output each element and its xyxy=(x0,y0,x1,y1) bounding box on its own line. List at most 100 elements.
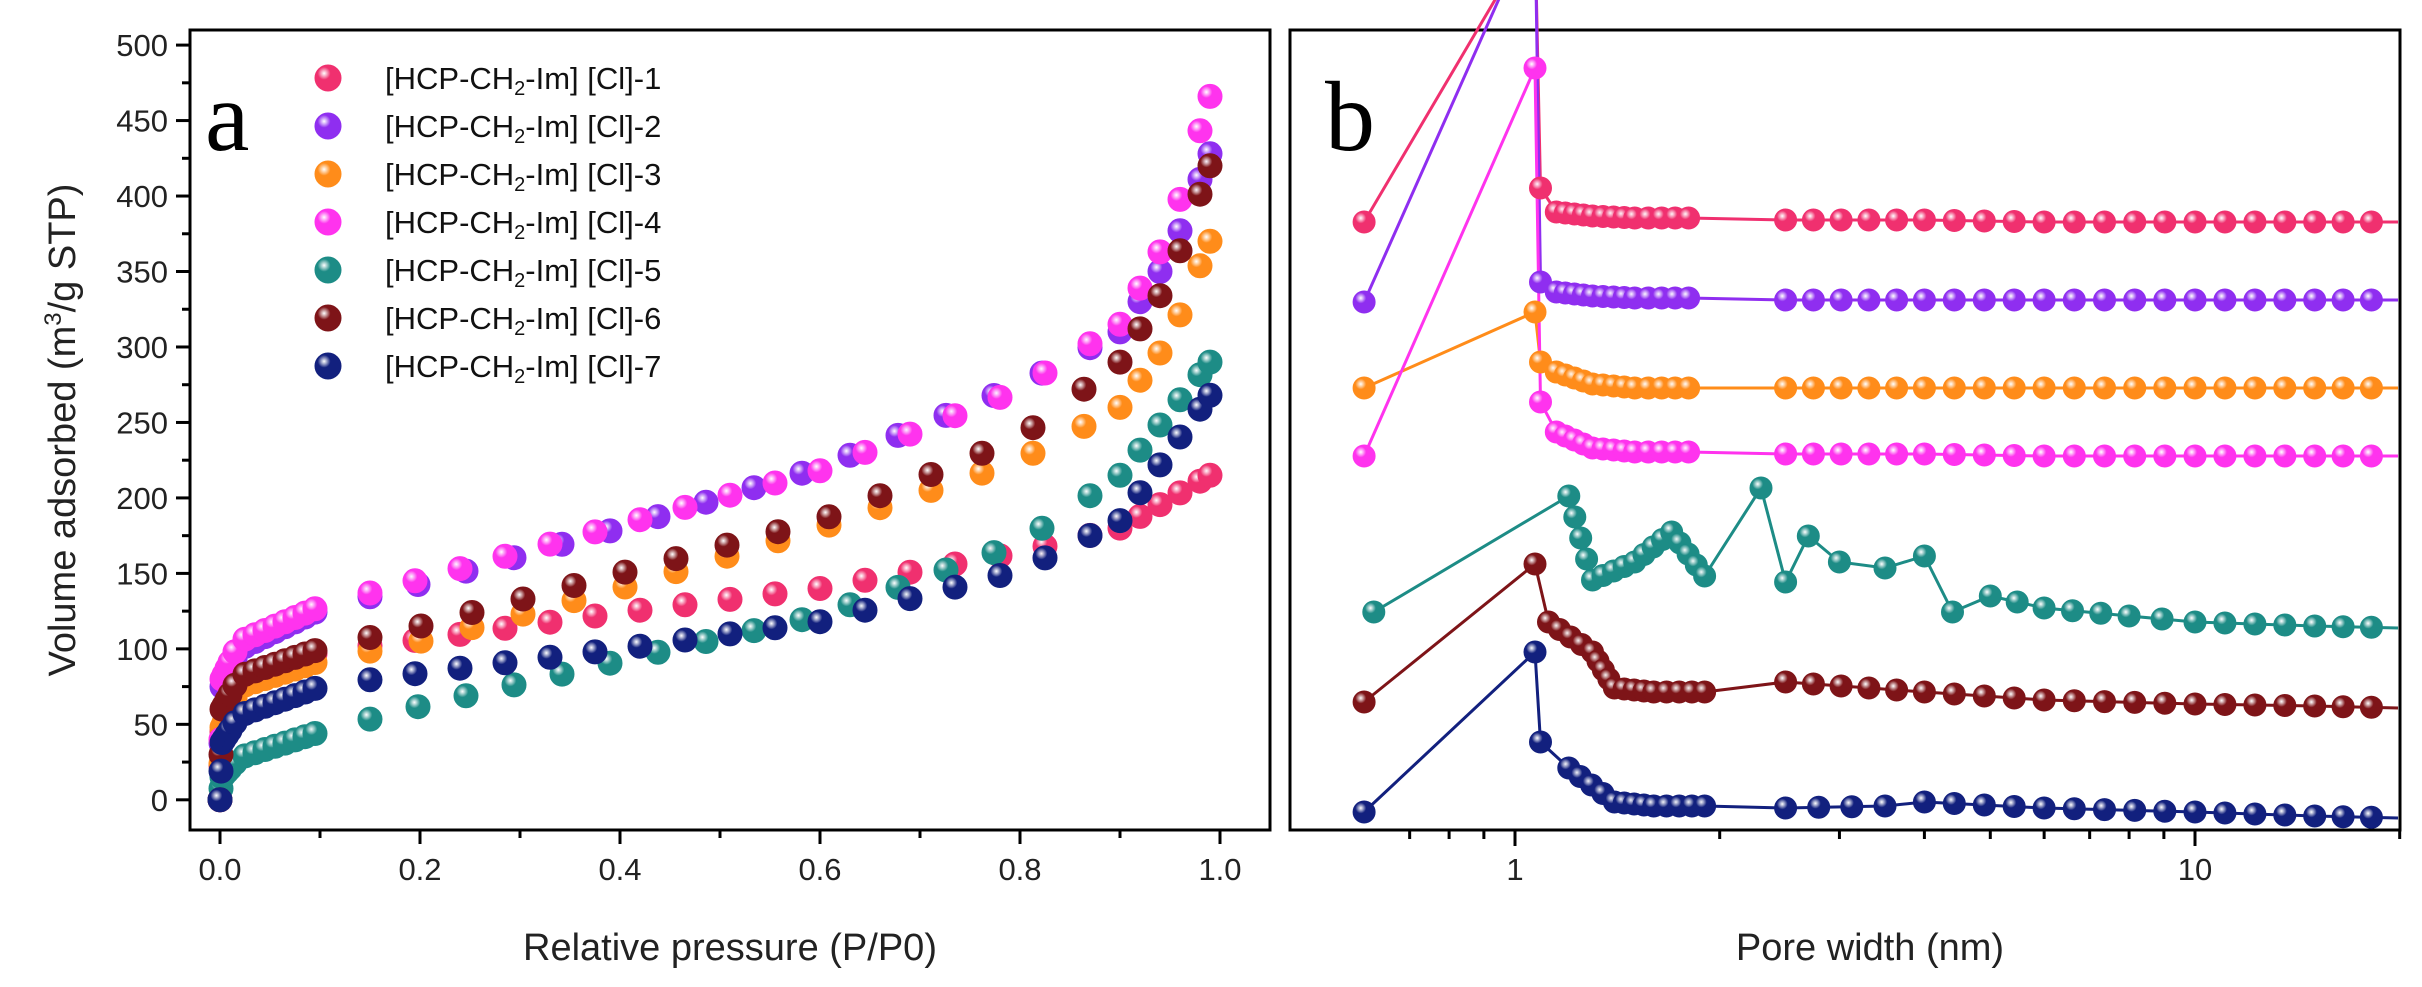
panel-a-data-point xyxy=(852,439,878,465)
panel-a-y-tick-label: 50 xyxy=(134,707,168,742)
panel-b-data-point xyxy=(2243,376,2267,400)
legend-label: [HCP-CH2-Im] [Cl]-2 xyxy=(385,109,661,148)
panel-b-series-4 xyxy=(1352,56,2383,468)
panel-a-data-point xyxy=(672,592,698,618)
panel-a-data-point xyxy=(1147,340,1173,366)
panel-b-data-point xyxy=(2359,444,2383,468)
panel-a-data-point xyxy=(1071,376,1097,402)
panel-b-data-point xyxy=(2359,376,2383,400)
panel-a-data-point xyxy=(357,706,383,732)
panel-a-data-point xyxy=(807,458,833,484)
legend-label-part: -Im] [Cl]-3 xyxy=(525,157,661,192)
panel-b-data-point xyxy=(2153,376,2177,400)
panel-a-data-point xyxy=(987,384,1013,410)
panel-b-data-point xyxy=(1885,208,1909,232)
panel-b-data-point xyxy=(1529,730,1552,754)
panel-b-data-point xyxy=(2123,690,2147,714)
panel-b-data-point xyxy=(1575,547,1599,571)
panel-b-data-point xyxy=(2002,444,2026,467)
panel-a-data-point xyxy=(942,403,968,429)
panel-b-data-point xyxy=(2183,692,2207,716)
panel-b-data-point xyxy=(1801,208,1825,232)
panel-b-data-point xyxy=(2243,288,2267,312)
panel-a-data-point xyxy=(302,596,328,622)
panel-b-data-point xyxy=(2243,612,2267,636)
panel-b-data-point xyxy=(2062,444,2086,468)
legend-item-7: [HCP-CH2-Im] [Cl]-7 xyxy=(314,349,661,388)
panel-a-data-point xyxy=(717,621,743,647)
panel-a-x-tick-label: 0.6 xyxy=(798,852,841,887)
panel-b-data-point xyxy=(2359,288,2383,312)
panel-a-y-tick-label: 300 xyxy=(116,330,168,365)
panel-a-x-tick-label: 0.8 xyxy=(998,852,1041,887)
legend-label: [HCP-CH2-Im] [Cl]-1 xyxy=(385,61,661,100)
panel-b-data-point xyxy=(2153,691,2177,715)
panel-b-data-point xyxy=(2303,444,2327,468)
panel-b-data-point xyxy=(2331,376,2355,400)
panel-b-data-point xyxy=(2002,210,2026,233)
panel-a-series-7 xyxy=(207,382,1223,813)
panel-b-data-point xyxy=(1972,288,1996,312)
legend-item-3: [HCP-CH2-Im] [Cl]-3 xyxy=(314,157,661,196)
panel-a-data-point xyxy=(1032,545,1058,571)
panel-a-data-point xyxy=(762,470,788,496)
panel-a-data-point xyxy=(1077,331,1103,357)
panel-b-data-point xyxy=(2273,210,2297,234)
panel-b-data-point xyxy=(2183,444,2207,468)
panel-a-data-point xyxy=(302,675,328,701)
legend-label: [HCP-CH2-Im] [Cl]-5 xyxy=(385,253,661,292)
panel-a-data-point xyxy=(357,625,383,650)
panel-b-data-point xyxy=(1774,796,1798,820)
panel-b-data-point xyxy=(1829,288,1853,312)
panel-a-data-point xyxy=(1197,228,1223,254)
panel-a-y-tick-label: 400 xyxy=(116,179,168,214)
panel-a-data-point xyxy=(717,586,743,612)
panel-b-data-point xyxy=(1352,376,1376,400)
legend-label-part: -Im] [Cl]-2 xyxy=(525,109,661,144)
panel-a-tick-labels: 0.0 0.2 0.4 0.6 0.8 1.0 0 50 100 150 200 250 300 350 4… xyxy=(116,28,1241,887)
panel-a-data-point xyxy=(1187,253,1213,279)
panel-b-series-3 xyxy=(1352,300,2383,400)
panel-a-x-axis-title: Relative pressure (P/P0) xyxy=(523,927,937,969)
panel-a-data-point xyxy=(459,600,485,625)
panel-a-data-point xyxy=(357,667,383,693)
panel-a-data-point xyxy=(537,531,563,557)
panel-a-data-point xyxy=(942,574,968,600)
panel-a-y-tick-label: 0 xyxy=(151,783,168,818)
panel-b-data-point xyxy=(1912,376,1936,400)
panel-b-data-point xyxy=(2303,694,2327,718)
panel-b-data-point xyxy=(1972,209,1996,233)
panel-b-data-point xyxy=(2183,210,2207,234)
panel-b-data-point xyxy=(2093,798,2116,822)
panel-a-data-point xyxy=(1147,492,1173,518)
panel-a-data-point xyxy=(492,615,518,641)
panel-b-data-point xyxy=(1885,442,1909,466)
legend-label-part: [HCP-CH xyxy=(385,109,514,144)
panel-b-data-point xyxy=(1529,390,1552,414)
panel-a-series-6 xyxy=(207,153,1223,813)
panel-a-data-point xyxy=(1127,480,1153,506)
panel-b-data-point xyxy=(2153,288,2177,312)
panel-b-data-point xyxy=(2123,288,2147,312)
panel-a-data-point xyxy=(1197,349,1223,375)
panel-b-data-point xyxy=(2303,376,2327,400)
legend-label-part: -Im] [Cl]-7 xyxy=(525,349,661,384)
panel-a-data-point xyxy=(1147,283,1173,309)
panel-a-data-point xyxy=(627,507,653,533)
panel-b-data-point xyxy=(2213,611,2237,635)
panel-b-data-point xyxy=(2273,694,2297,717)
panel-b-data-point xyxy=(1774,570,1798,594)
panel-a-data-point xyxy=(981,540,1007,566)
panel-b-data-point xyxy=(2123,376,2147,400)
panel-a-data-point xyxy=(1107,462,1133,488)
panel-a-data-point xyxy=(762,581,788,607)
legend-label: [HCP-CH2-Im] [Cl]-3 xyxy=(385,157,661,196)
panel-b-data-point xyxy=(2213,801,2237,825)
panel-a-x-tick-label: 0.4 xyxy=(598,852,641,887)
panel-b-data-point xyxy=(1912,208,1936,232)
panel-b-data-point xyxy=(2032,688,2056,712)
panel-b-data-point xyxy=(1774,208,1798,232)
panel-b-data-point xyxy=(1972,684,1996,708)
panel-a-y-tick-label: 450 xyxy=(116,104,168,139)
panel-a-data-point xyxy=(447,556,473,582)
